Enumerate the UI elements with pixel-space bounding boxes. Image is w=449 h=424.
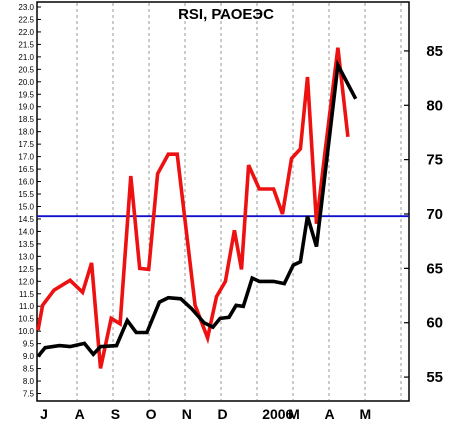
left-tick-label-27: 21.0 — [18, 53, 34, 62]
left-tick-label-6: 10.5 — [18, 315, 34, 324]
x-tick-label-9: M — [359, 406, 371, 422]
left-tick-label-15: 15.0 — [18, 202, 34, 211]
right-tick-label-2: 65 — [426, 260, 443, 277]
left-tick-label-23: 19.0 — [18, 103, 34, 112]
left-tick-label-18: 16.5 — [18, 165, 34, 174]
left-tick-label-17: 16.0 — [18, 178, 34, 187]
left-tick-label-14: 14.5 — [18, 215, 34, 224]
left-axis: 7.5 8.0 8.5 9.0 9.5 10.0 10.5 11.0 11.5 12.0 12.5 1… — [18, 3, 41, 399]
left-tick-label-0: 7.5 — [23, 390, 35, 399]
left-tick-label-5: 10.0 — [18, 327, 34, 336]
left-tick-label-19: 17.0 — [18, 153, 34, 162]
left-tick-label-20: 17.5 — [18, 140, 34, 149]
right-tick-label-4: 75 — [426, 152, 443, 169]
x-tick-label-5: D — [217, 406, 227, 422]
left-tick-label-24: 19.5 — [18, 90, 34, 99]
x-tick-label-2: S — [111, 406, 120, 422]
right-tick-label-5: 80 — [426, 97, 443, 114]
left-tick-label-22: 18.5 — [18, 115, 34, 124]
left-tick-label-13: 14.0 — [18, 227, 34, 236]
left-tick-label-16: 15.5 — [18, 190, 34, 199]
x-tick-label-3: O — [146, 406, 157, 422]
left-tick-label-30: 22.5 — [18, 15, 34, 24]
left-tick-label-1: 8.0 — [23, 377, 35, 386]
left-tick-label-11: 13.0 — [18, 252, 34, 261]
series-line-1 — [36, 59, 358, 358]
left-tick-label-25: 20.0 — [18, 78, 34, 87]
plot-frame — [36, 1, 410, 402]
right-axis: 55 60 65 70 75 80 85 — [404, 43, 443, 386]
x-tick-label-1: A — [75, 406, 85, 422]
left-tick-label-8: 11.5 — [19, 290, 35, 299]
left-tick-label-12: 13.5 — [18, 240, 34, 249]
series-group — [36, 47, 358, 369]
right-tick-label-3: 70 — [426, 206, 443, 223]
x-tick-label-4: N — [182, 406, 192, 422]
x-tick-label-8: A — [325, 406, 335, 422]
chart-title: RSI, РАОЕЭС — [178, 6, 274, 23]
left-tick-label-26: 20.5 — [18, 65, 34, 74]
left-tick-label-7: 11.0 — [19, 302, 35, 311]
left-tick-label-29: 22.0 — [18, 28, 34, 37]
x-tick-label-0: J — [40, 406, 48, 422]
left-tick-label-28: 21.5 — [18, 40, 34, 49]
left-tick-label-21: 18.0 — [18, 128, 34, 137]
right-tick-label-0: 55 — [426, 369, 443, 386]
x-tick-label-7: M — [288, 406, 300, 422]
right-tick-label-1: 60 — [426, 315, 443, 332]
vertical-grid — [76, 3, 402, 400]
left-tick-label-10: 12.5 — [18, 265, 34, 274]
x-tick-label-6: 2006 — [262, 406, 293, 422]
right-tick-label-6: 85 — [426, 43, 443, 60]
left-tick-label-9: 12.0 — [18, 277, 34, 286]
left-tick-label-31: 23.0 — [18, 3, 34, 12]
left-tick-label-2: 8.5 — [23, 365, 35, 374]
left-tick-label-3: 9.0 — [23, 352, 35, 361]
left-tick-label-4: 9.5 — [23, 340, 35, 349]
